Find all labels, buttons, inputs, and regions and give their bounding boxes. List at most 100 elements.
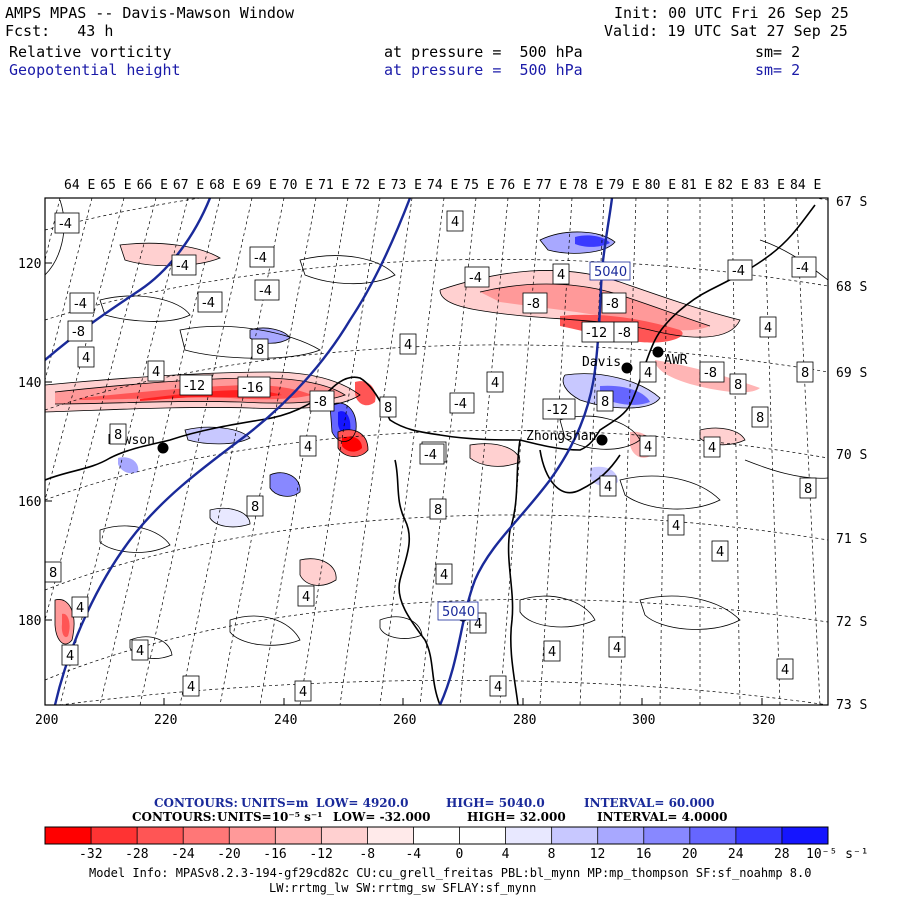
- legend-height-units: UNITS=m: [241, 796, 309, 810]
- svg-text:4: 4: [82, 351, 90, 366]
- x-tick-220: 220: [154, 713, 177, 728]
- contour-label: 4: [599, 475, 617, 497]
- colorbar-tick: -24: [171, 847, 195, 862]
- colorbar-tick: 16: [636, 847, 652, 862]
- svg-text:-12: -12: [586, 326, 607, 341]
- svg-text:4: 4: [474, 617, 482, 632]
- contour-label: -8: [309, 390, 335, 412]
- contour-label: -4: [54, 212, 80, 234]
- svg-text:-4: -4: [424, 448, 437, 463]
- lat-label: 71 S: [836, 532, 867, 547]
- lon-label: 70 E: [282, 178, 313, 193]
- contour-label: 4: [147, 360, 165, 382]
- contour-label: -12: [581, 321, 615, 343]
- lon-label: 72 E: [354, 178, 385, 193]
- svg-text:4: 4: [604, 480, 612, 495]
- colorbar-swatch: [91, 827, 138, 844]
- svg-text:4: 4: [66, 649, 74, 664]
- field1-level: at pressure = 500 hPa: [384, 43, 583, 61]
- svg-text:-16: -16: [242, 381, 263, 396]
- colorbar-swatch: [45, 827, 92, 844]
- contour-label: -12: [179, 374, 213, 396]
- svg-text:8: 8: [114, 428, 122, 443]
- svg-text:8: 8: [734, 378, 742, 393]
- colorbar-swatch: [689, 827, 737, 844]
- lat-label: 72 S: [836, 615, 867, 630]
- legend-vort-prefix: CONTOURS:: [132, 810, 216, 824]
- station-marker-mawson[interactable]: [157, 442, 169, 454]
- colorbar-tick: -28: [125, 847, 148, 862]
- contour-label: 8: [799, 477, 817, 499]
- svg-text:-4: -4: [202, 296, 215, 311]
- contour-label: 4: [543, 640, 561, 662]
- svg-text:4: 4: [557, 268, 565, 283]
- init-time: Init: 00 UTC Fri 26 Sep 25: [614, 4, 849, 22]
- axis-ticks: [44, 262, 763, 705]
- svg-text:-4: -4: [74, 297, 87, 312]
- contour-label: 4: [639, 361, 657, 383]
- right-latitude-labels: 67 S 68 S 69 S 70 S 71 S 72 S 73 S: [836, 195, 867, 713]
- colorbar-tick: -32: [79, 847, 102, 862]
- contour-label: 4: [776, 658, 794, 680]
- svg-text:4: 4: [136, 644, 144, 659]
- svg-text:4: 4: [716, 545, 724, 560]
- svg-text:8: 8: [384, 401, 392, 416]
- svg-text:4: 4: [644, 440, 652, 455]
- contour-label: 8: [596, 390, 614, 412]
- contour-label: -8: [522, 292, 548, 314]
- plot-frame: [44, 197, 829, 706]
- lon-label: 68 E: [209, 178, 240, 193]
- y-tick-120: 120: [18, 257, 41, 272]
- contour-label: 8: [796, 361, 814, 383]
- contour-label: 4: [552, 263, 570, 285]
- lon-label: 77 E: [536, 178, 567, 193]
- contour-label: 8: [246, 495, 264, 517]
- svg-text:4: 4: [440, 568, 448, 583]
- contour-label: -8: [67, 320, 93, 342]
- colorbar-tick: -8: [359, 847, 375, 862]
- colorbar-tick: 20: [682, 847, 698, 862]
- x-tick-260: 260: [393, 713, 416, 728]
- svg-text:4: 4: [404, 338, 412, 353]
- top-longitude-labels: 64 E 65 E 66 E 67 E 68 E 69 E 70 E 71 E 72 E 73 E…: [64, 178, 821, 193]
- contour-label: 8: [44, 561, 62, 583]
- contour-label: 8: [109, 423, 127, 445]
- valid-time: Valid: 19 UTC Sat 27 Sep 25: [604, 22, 848, 40]
- svg-text:-4: -4: [796, 261, 809, 276]
- contour-label: 8: [729, 373, 747, 395]
- colorbar-swatch: [275, 827, 322, 844]
- station-marker-awr[interactable]: [652, 346, 664, 358]
- lon-label: 73 E: [391, 178, 422, 193]
- colorbar-tick: 28: [774, 847, 790, 862]
- station-label-davis: Davis: [582, 355, 621, 370]
- colorbar-swatch: [367, 827, 414, 844]
- svg-text:8: 8: [601, 395, 609, 410]
- colorbar-swatch: [137, 827, 184, 844]
- colorbar-tick: 0: [456, 847, 464, 862]
- colorbar-ticks: -32 -28 -24 -20 -16 -12 -8 -4 0 4 8 12 16 20 24 28: [79, 847, 790, 862]
- svg-text:5040: 5040: [594, 265, 627, 280]
- svg-text:4: 4: [644, 366, 652, 381]
- lon-label: 67 E: [173, 178, 204, 193]
- svg-text:4: 4: [708, 441, 716, 456]
- height-contour-label: 5040: [589, 261, 631, 281]
- y-tick-180: 180: [18, 614, 41, 629]
- colorbar-swatch: [321, 827, 368, 844]
- contour-label: 4: [486, 371, 504, 393]
- svg-text:4: 4: [451, 215, 459, 230]
- contour-label: 4: [759, 316, 777, 338]
- colorbar-swatch: [597, 827, 645, 844]
- y-tick-140: 140: [18, 376, 41, 391]
- y-tick-160: 160: [18, 495, 41, 510]
- svg-text:4: 4: [548, 645, 556, 660]
- contour-label: 4: [489, 675, 507, 697]
- svg-text:-12: -12: [184, 379, 205, 394]
- contour-label: 4: [711, 540, 729, 562]
- svg-text:-8: -8: [606, 297, 619, 312]
- lat-label: 67 S: [836, 195, 867, 210]
- contour-label: 8: [429, 498, 447, 520]
- station-label-awr: AWR: [664, 353, 688, 368]
- station-marker-zhongshan[interactable]: [596, 434, 608, 446]
- lon-label: 69 E: [246, 178, 277, 193]
- station-marker-davis[interactable]: [621, 362, 633, 374]
